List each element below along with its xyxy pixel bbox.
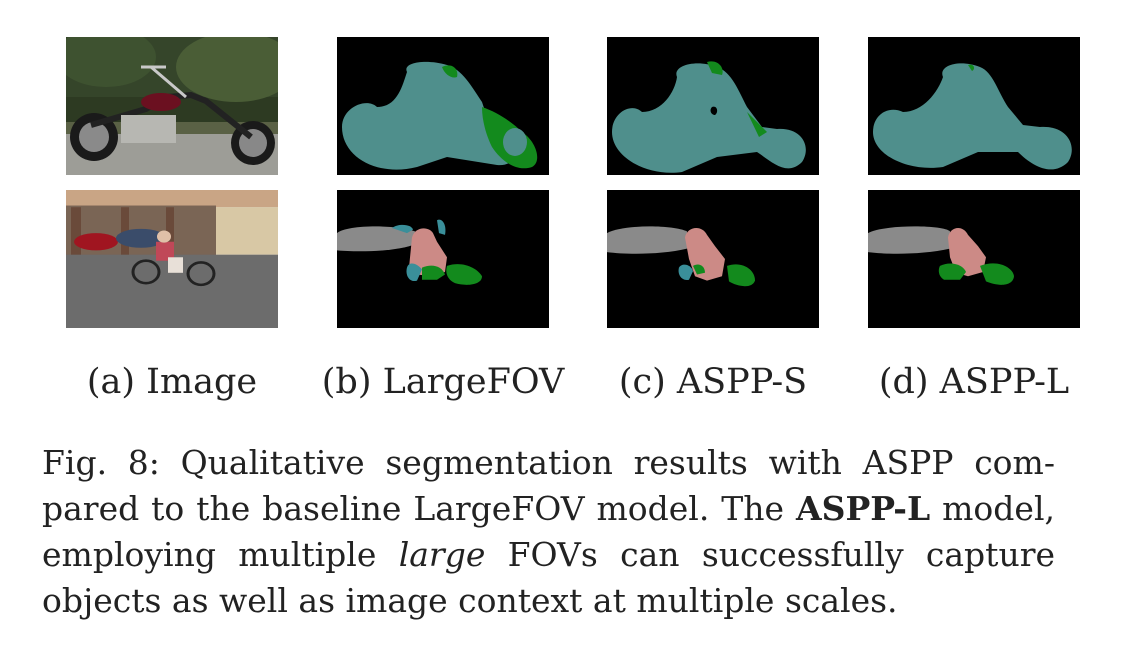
photo-bicycle-rider <box>66 190 278 328</box>
seg-aspp-l-motorbike <box>868 37 1080 175</box>
caption-text: model, <box>930 489 1055 528</box>
seg-largefov-motorbike <box>337 37 549 175</box>
column-label-largefov: (b) LargeFOV <box>321 362 565 402</box>
column-label-aspp-l: (d) ASPP-L <box>878 362 1070 402</box>
caption-bold-model: ASPP-L <box>796 489 931 528</box>
caption-line-1: Fig. 8: Qualitative segmentation results… <box>42 443 1055 482</box>
caption-text: FOVs can successfully capture <box>485 535 1055 574</box>
caption-italic-word: large <box>398 535 486 574</box>
caption-line-3: employing multiple large FOVs can succes… <box>42 532 1055 578</box>
column-label-image: (a) Image <box>86 362 258 402</box>
caption-line-2: pared to the baseline LargeFOV model. Th… <box>42 486 1055 532</box>
seg-aspp-s-motorbike <box>607 37 819 175</box>
seg-largefov-bicycle-rider <box>337 190 549 328</box>
caption-line-4: objects as well as image context at mult… <box>42 581 898 620</box>
caption-text: employing multiple <box>42 535 399 574</box>
photo-motorbike <box>66 37 278 175</box>
caption-text: pared to the baseline LargeFOV model. Th… <box>42 489 797 528</box>
seg-aspp-l-bicycle-rider <box>868 190 1080 328</box>
column-label-aspp-s: (c) ASPP-S <box>618 362 808 402</box>
seg-aspp-s-bicycle-rider <box>607 190 819 328</box>
figure-caption: Fig. 8: Qualitative segmentation results… <box>42 440 1055 624</box>
